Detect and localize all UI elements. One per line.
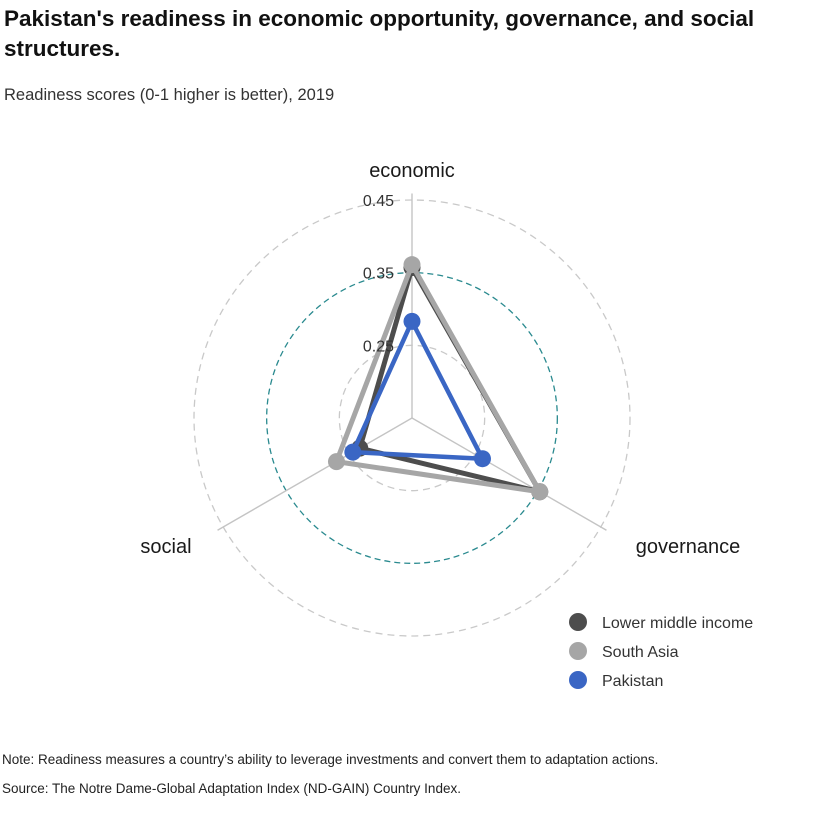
legend-marker — [569, 642, 587, 660]
series-line-pakistan — [350, 319, 485, 461]
data-point-south-asia-social — [327, 453, 345, 471]
data-point-south-asia-economic — [403, 256, 421, 274]
axis-label-social: social — [140, 536, 191, 558]
radial-tick-label: 0.35 — [363, 266, 394, 283]
chart-note: Note: Readiness measures a country’s abi… — [2, 752, 659, 767]
legend-label: Lower middle income — [602, 615, 753, 632]
legend: Lower middle income South Asia Pakistan — [569, 613, 753, 690]
series — [327, 256, 549, 501]
radial-tick-label: 0.25 — [363, 338, 394, 355]
legend-marker — [569, 613, 587, 631]
labels: 0.25 0.35 0.45 economic governance social — [140, 160, 740, 558]
axis-line-social — [217, 417, 413, 531]
legend-label: Pakistan — [602, 673, 663, 690]
radial-tick-label: 0.45 — [363, 193, 394, 210]
series-line-south-asia — [333, 262, 543, 495]
axis-label-governance: governance — [636, 536, 741, 558]
data-point-south-asia-governance — [531, 483, 549, 501]
data-point-pakistan-governance — [473, 450, 491, 468]
chart-title: Pakistan's readiness in economic opportu… — [4, 6, 755, 61]
axes — [217, 193, 607, 531]
axis-label-economic: economic — [369, 160, 455, 182]
data-point-pakistan-social — [344, 443, 362, 461]
chart-source: Source: The Notre Dame-Global Adaptation… — [2, 781, 461, 796]
data-point-pakistan-economic — [403, 312, 421, 330]
legend-label: South Asia — [602, 644, 679, 661]
legend-marker — [569, 671, 587, 689]
axis-line-governance — [411, 417, 607, 531]
chart-subtitle: Readiness scores (0-1 higher is better),… — [4, 86, 335, 104]
